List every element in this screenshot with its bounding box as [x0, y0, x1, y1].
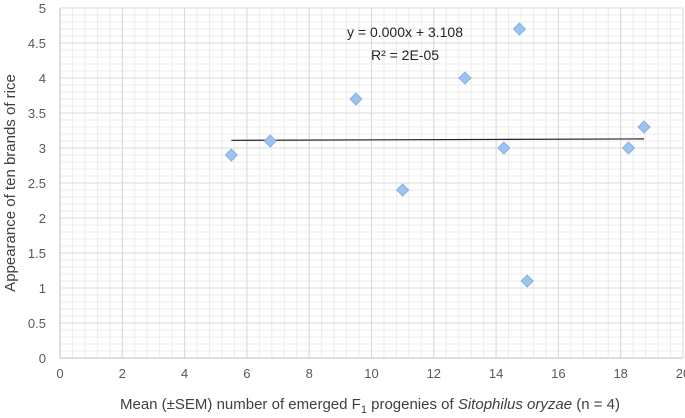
- y-tick-label: 3.5: [28, 106, 46, 121]
- y-tick-label: 3: [39, 141, 46, 156]
- x-axis-title-mid: progenies of: [367, 396, 458, 413]
- data-point-marker: [396, 183, 410, 197]
- x-tick-labels: 0 2 4 6 8 10 12 14 16 18 20: [56, 366, 685, 381]
- y-tick-label: 2.5: [28, 176, 46, 191]
- x-tick-label: 6: [243, 366, 250, 381]
- y-tick-label: 4.5: [28, 36, 46, 51]
- y-tick-label: 4: [39, 71, 46, 86]
- x-tick-label: 10: [364, 366, 378, 381]
- data-point-marker: [512, 22, 527, 36]
- data-point-marker: [637, 120, 651, 134]
- x-tick-label: 16: [551, 366, 565, 381]
- x-tick-label: 0: [56, 366, 63, 381]
- y-axis-title: Appearance of ten brands of rice: [2, 74, 19, 292]
- y-tick-label: 5: [39, 1, 46, 16]
- r-squared-label: R² = 2E-05: [371, 47, 439, 63]
- trendline-equation: y = 0.000x + 3.108: [347, 24, 463, 40]
- data-point-marker: [263, 134, 277, 148]
- x-tick-label: 20: [676, 366, 685, 381]
- trendline-group: [231, 138, 645, 141]
- x-tick-label: 14: [489, 366, 503, 381]
- data-point-marker: [520, 274, 534, 288]
- y-tick-label: 0.5: [28, 316, 46, 331]
- axis-lines: [59, 8, 683, 359]
- data-point-marker: [621, 141, 636, 155]
- x-tick-label: 2: [119, 366, 126, 381]
- data-point-marker: [458, 71, 472, 85]
- x-axis-title-prefix: Mean (±SEM) number of emerged F: [120, 396, 361, 413]
- y-tick-label: 1: [39, 281, 46, 296]
- x-tick-label: 4: [181, 366, 188, 381]
- trendline: [231, 138, 645, 141]
- major-grid: [59, 7, 684, 359]
- x-axis-title-suffix: (n = 4): [572, 396, 620, 413]
- data-point-marker: [349, 92, 363, 106]
- y-tick-labels: 0 0.5 1 1.5 2 2.5 3 3.5 4 4.5 5: [28, 1, 46, 366]
- data-points: [224, 22, 651, 288]
- y-tick-label: 0: [39, 351, 46, 366]
- x-axis-title-subscript: 1: [361, 404, 367, 416]
- x-tick-label: 8: [306, 366, 313, 381]
- y-tick-label: 1.5: [28, 246, 46, 261]
- x-axis-title: Mean (±SEM) number of emerged F1 progeni…: [120, 396, 620, 416]
- data-point-marker: [497, 141, 511, 155]
- y-tick-label: 2: [39, 211, 46, 226]
- data-point-marker: [224, 148, 238, 162]
- x-axis-title-italic: Sitophilus oryzae: [458, 396, 572, 413]
- x-tick-label: 12: [427, 366, 441, 381]
- x-tick-label: 18: [613, 366, 627, 381]
